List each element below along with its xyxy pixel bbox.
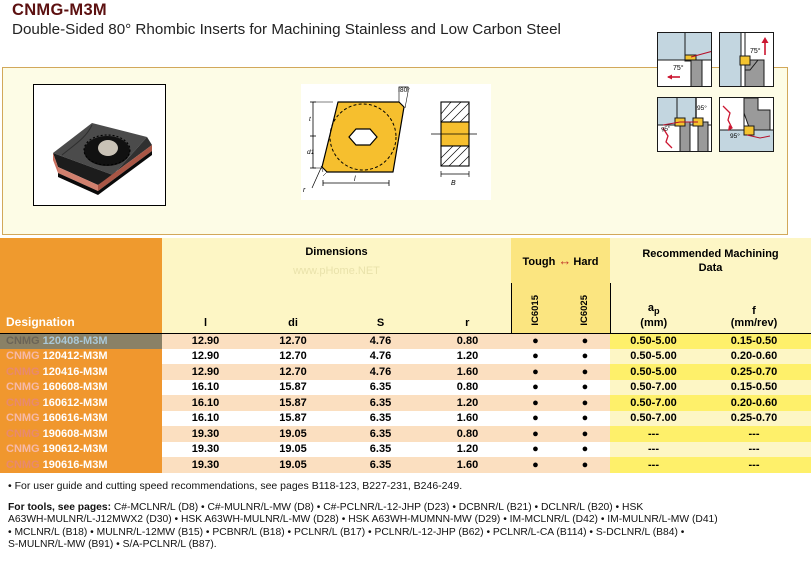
svg-text:B: B <box>451 180 456 187</box>
svg-text:75°: 75° <box>750 47 761 55</box>
svg-text:95°: 95° <box>730 132 740 140</box>
svg-text:l: l <box>354 176 356 183</box>
svg-text:75°: 75° <box>673 64 684 72</box>
svg-text:t: t <box>309 116 312 123</box>
svg-text:95°: 95° <box>661 126 672 134</box>
svg-text:d1: d1 <box>307 149 315 156</box>
svg-text:80°: 80° <box>400 86 410 94</box>
svg-text:r: r <box>303 187 306 194</box>
svg-text:95°: 95° <box>697 104 707 112</box>
